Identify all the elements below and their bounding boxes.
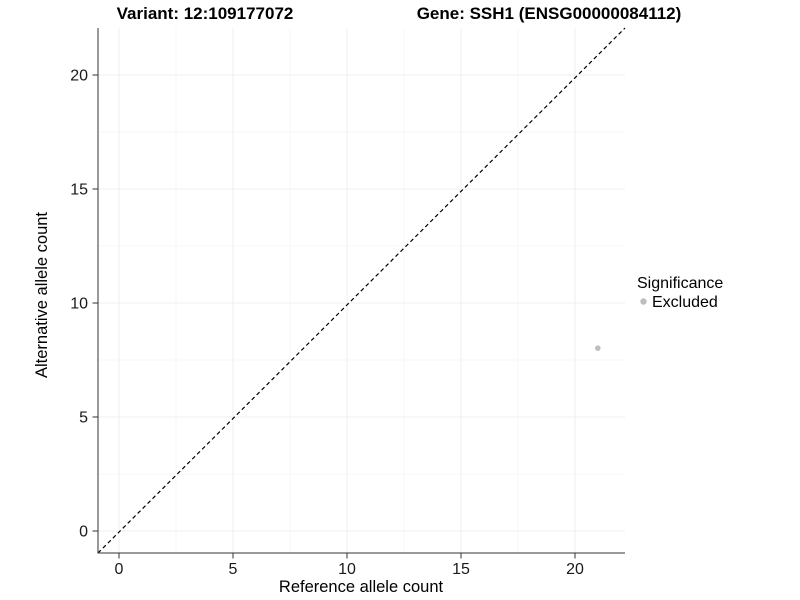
y-tick-0: 0	[79, 524, 88, 541]
legend: Significance Excluded	[637, 275, 723, 311]
grid-major	[98, 28, 625, 553]
legend-key-dot-icon	[640, 298, 647, 305]
x-tick-20: 20	[566, 561, 584, 578]
y-axis-label: Alternative allele count	[33, 212, 51, 378]
tick-marks	[92, 74, 576, 559]
y-tick-10: 10	[70, 296, 88, 313]
x-tick-15: 15	[452, 561, 470, 578]
x-tick-10: 10	[338, 561, 356, 578]
data-point	[595, 345, 601, 352]
x-axis-label: Reference allele count	[279, 578, 444, 596]
y-tick-15: 15	[70, 182, 88, 199]
y-tick-labels: 0 5 10 15 20	[70, 68, 88, 541]
x-tick-labels: 0 5 10 15 20	[115, 561, 584, 578]
legend-entry-excluded: Excluded	[652, 294, 718, 311]
grid-minor	[98, 28, 625, 553]
legend-title: Significance	[637, 275, 723, 292]
identity-reference-line	[97, 27, 626, 554]
y-tick-5: 5	[79, 410, 88, 427]
x-tick-0: 0	[115, 561, 124, 578]
y-tick-20: 20	[70, 68, 88, 85]
title-gene: Gene: SSH1 (ENSG00000084112)	[416, 4, 682, 23]
axis-lines	[97, 28, 625, 554]
x-tick-5: 5	[229, 561, 238, 578]
title-variant: Variant: 12:109177072	[116, 4, 294, 23]
